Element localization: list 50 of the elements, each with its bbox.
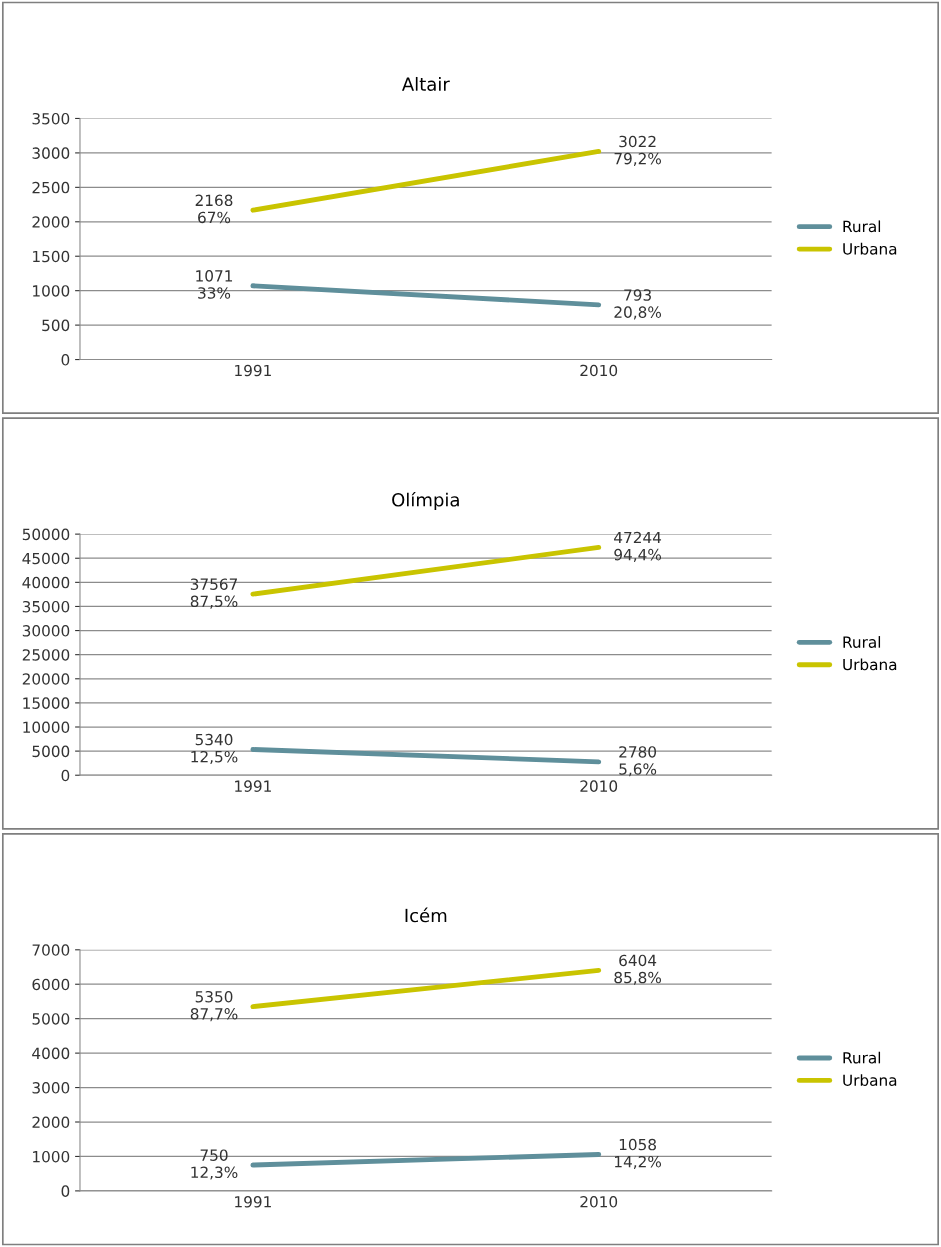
y-tick-label: 50000 — [22, 528, 70, 541]
data-label: 5340 12,5% — [191, 733, 238, 765]
y-tick-label: 4000 — [32, 1047, 70, 1060]
y-tick-label: 0 — [61, 769, 70, 782]
x-tick-label: 1991 — [235, 1196, 271, 1208]
y-tick-label: 25000 — [22, 649, 70, 661]
y-tick-label: 7000 — [32, 944, 70, 956]
y-tick-label: 2500 — [32, 181, 70, 194]
y-tick-label: 3000 — [32, 1082, 70, 1094]
y-tick-label: 5000 — [32, 1013, 70, 1025]
y-tick-label: 3500 — [32, 112, 70, 125]
legend-label: Rural — [843, 636, 881, 648]
y-tick-label: 1000 — [33, 1150, 70, 1163]
legend-label: Rural — [843, 1051, 881, 1064]
chart-title: Olímpia — [392, 491, 459, 511]
data-label: 2168 67% — [195, 194, 233, 224]
y-tick-label: 40000 — [22, 576, 70, 589]
y-tick-label: 1500 — [33, 250, 70, 263]
y-tick-label: 0 — [61, 354, 70, 366]
legend-label: Urbana — [843, 1074, 897, 1086]
legend-label: Urbana — [843, 242, 897, 255]
y-tick-label: 2000 — [32, 1116, 70, 1129]
y-tick-label: 0 — [61, 1185, 70, 1197]
x-tick-label: 2010 — [580, 780, 618, 792]
chart-title: Icém — [405, 907, 447, 923]
y-tick-label: 3000 — [32, 147, 70, 159]
chart-title: Altair — [401, 76, 450, 91]
x-tick-label: 2010 — [580, 364, 618, 377]
y-tick-label: 10000 — [23, 721, 70, 734]
legend-label: Rural — [843, 220, 881, 233]
data-label: 2780 5,6% — [619, 746, 657, 777]
y-tick-label: 15000 — [23, 697, 70, 709]
x-tick-label: 1991 — [235, 780, 271, 792]
y-tick-label: 1000 — [33, 285, 70, 297]
y-tick-label: 35000 — [22, 600, 70, 613]
y-tick-label: 500 — [42, 319, 70, 332]
data-label: 6404 85,8% — [614, 954, 662, 985]
data-label: 793 20,8% — [614, 289, 662, 320]
y-tick-label: 30000 — [22, 625, 70, 637]
y-tick-label: 5000 — [32, 745, 70, 758]
legend-label: Urbana — [843, 658, 897, 671]
data-label: 47244 94,4% — [614, 531, 662, 562]
y-tick-label: 6000 — [32, 978, 70, 991]
data-label: 3022 79,2% — [614, 135, 662, 166]
y-tick-label: 2000 — [32, 216, 70, 228]
y-tick-label: 20000 — [22, 673, 70, 685]
x-tick-label: 1991 — [235, 364, 271, 377]
x-tick-label: 2010 — [580, 1196, 618, 1208]
data-label: 1058 14,2% — [615, 1138, 662, 1169]
y-tick-label: 45000 — [22, 552, 70, 565]
